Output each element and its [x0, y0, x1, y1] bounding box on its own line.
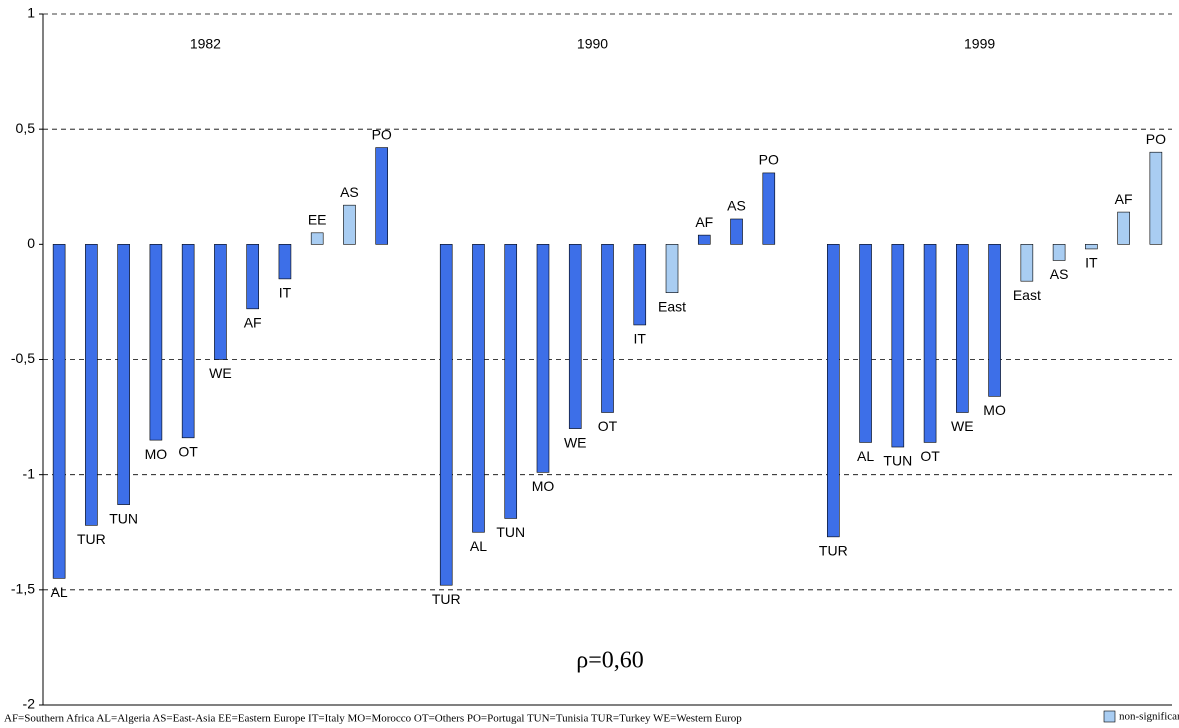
- bar-label: AS: [1050, 266, 1069, 282]
- group-label: 1982: [190, 36, 221, 52]
- bar: [568, 244, 582, 429]
- annotation: ρ=0,60: [576, 648, 644, 674]
- bar: [278, 244, 292, 280]
- bar-label: TUN: [496, 524, 525, 540]
- bar: [1020, 244, 1034, 282]
- bar-label: IT: [279, 285, 292, 301]
- bar-label: MO: [532, 478, 555, 494]
- bar-label: TUR: [432, 591, 461, 607]
- bar-label: TUN: [883, 453, 912, 469]
- bar: [1052, 244, 1066, 261]
- bar-label: OT: [920, 448, 940, 464]
- y-tick-label: 0,5: [16, 120, 36, 136]
- bar-label: AF: [695, 214, 713, 230]
- bar-label: AS: [727, 198, 746, 214]
- bar-label: OT: [178, 444, 198, 460]
- bar: [697, 234, 711, 245]
- y-tick-label: -0,5: [11, 350, 35, 366]
- bar-label: AF: [244, 315, 262, 331]
- bar: [826, 244, 840, 538]
- y-tick-label: -2: [23, 696, 36, 712]
- bar-label: WE: [209, 365, 232, 381]
- bar: [633, 244, 647, 326]
- bar: [536, 244, 550, 473]
- bar: [859, 244, 872, 443]
- legend-label: non-significant: [1119, 711, 1179, 723]
- bar: [214, 244, 227, 360]
- bar-label: PO: [372, 126, 392, 142]
- y-tick-label: 0: [27, 235, 35, 251]
- bar-label: PO: [759, 152, 779, 168]
- bar: [923, 244, 937, 443]
- bar-label: EE: [308, 212, 327, 228]
- bar: [1085, 244, 1098, 250]
- bar-label: East: [658, 298, 686, 314]
- bar: [730, 218, 743, 245]
- bar: [988, 244, 1001, 397]
- bar-label: PO: [1146, 131, 1166, 147]
- bar: [472, 244, 485, 533]
- bar-label: OT: [598, 418, 618, 434]
- bar-label: AF: [1115, 191, 1133, 207]
- bar-label: AL: [857, 448, 874, 464]
- y-tick-label: -1,5: [11, 581, 35, 597]
- y-tick-label: -1: [23, 465, 36, 481]
- bar: [246, 244, 259, 310]
- group-label: 1990: [577, 36, 608, 52]
- footnote: AF=Southern Africa AL=Algeria AS=East-As…: [4, 713, 742, 725]
- bar-label: WE: [951, 418, 974, 434]
- bar: [665, 244, 679, 294]
- bar-label: MO: [983, 402, 1006, 418]
- bar: [375, 147, 389, 245]
- legend-swatch: [1103, 710, 1116, 723]
- bar-label: TUN: [109, 510, 138, 526]
- bar-label: AL: [470, 538, 487, 554]
- bar: [762, 172, 776, 245]
- bar-label: AL: [51, 584, 68, 600]
- bar: [956, 244, 969, 413]
- bar: [181, 244, 195, 439]
- bar-label: IT: [1085, 255, 1098, 271]
- bar: [601, 244, 614, 413]
- group-label: 1999: [964, 36, 995, 52]
- bar: [439, 244, 453, 586]
- bar: [504, 244, 518, 519]
- bar-label: MO: [145, 446, 168, 462]
- bar: [52, 244, 66, 579]
- bar: [149, 244, 163, 441]
- bar-label: TUR: [819, 543, 848, 559]
- bar-label: AS: [340, 184, 359, 200]
- bar: [310, 232, 324, 245]
- bar: [891, 244, 905, 448]
- bar-label: WE: [564, 434, 587, 450]
- bar: [1149, 151, 1163, 245]
- bar-label: IT: [634, 331, 647, 347]
- bar-label: East: [1013, 287, 1041, 303]
- y-tick-label: 1: [27, 5, 35, 21]
- bar: [85, 244, 98, 526]
- bar: [1117, 211, 1130, 245]
- bar: [343, 204, 356, 245]
- bar: [117, 244, 130, 505]
- bar-label: TUR: [77, 531, 106, 547]
